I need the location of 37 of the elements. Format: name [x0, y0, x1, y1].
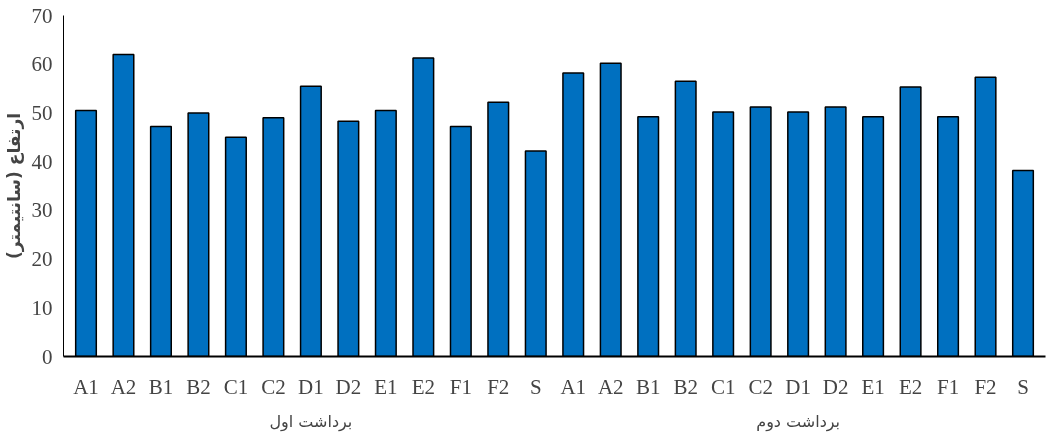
x-tick-label: E1 — [861, 374, 885, 399]
x-tick-label: D2 — [335, 374, 362, 399]
x-tick-label: C2 — [261, 374, 286, 399]
x-tick-label: S — [1017, 374, 1029, 399]
y-tick-label: 40 — [31, 149, 53, 174]
x-tick-label: F1 — [936, 374, 960, 399]
x-tick-label: A2 — [597, 374, 624, 399]
x-tick-label: D2 — [822, 374, 849, 399]
y-tick-label: 30 — [31, 198, 53, 223]
y-tick-label: 10 — [31, 295, 53, 320]
x-tick-label: A1 — [560, 374, 587, 399]
y-axis-title: ارتفاع (سانتیمتر) — [3, 113, 25, 259]
x-tick-label: E2 — [898, 374, 923, 399]
y-tick-label: 20 — [31, 247, 53, 272]
x-tick-label: E1 — [374, 374, 398, 399]
y-tick-label: 70 — [31, 3, 53, 28]
x-tick-label: F2 — [974, 374, 997, 399]
x-tick-label: D1 — [785, 374, 811, 399]
text: برداشت اول — [269, 411, 353, 432]
y-tick-label: 60 — [31, 52, 53, 77]
text: برداشت دوم — [756, 411, 841, 432]
y-tick-label: 50 — [31, 100, 53, 125]
x-tick-label: C2 — [748, 374, 773, 399]
y-tick-label: 0 — [42, 344, 53, 369]
x-tick-label: F2 — [487, 374, 510, 399]
x-tick-label: E2 — [411, 374, 435, 399]
x-tick-label: B1 — [635, 374, 661, 399]
x-tick-label: B1 — [148, 374, 174, 399]
x-tick-label: S — [529, 374, 542, 399]
x-tick-label: A2 — [110, 374, 137, 399]
x-tick-label: C1 — [223, 374, 249, 399]
x-tick-label: C1 — [710, 374, 736, 399]
x-tick-label: B2 — [673, 374, 698, 399]
x-tick-label: B2 — [186, 374, 211, 399]
x-tick-label: D1 — [298, 374, 324, 399]
x-tick-label: F1 — [449, 374, 472, 399]
x-tick-label: A1 — [73, 374, 99, 399]
